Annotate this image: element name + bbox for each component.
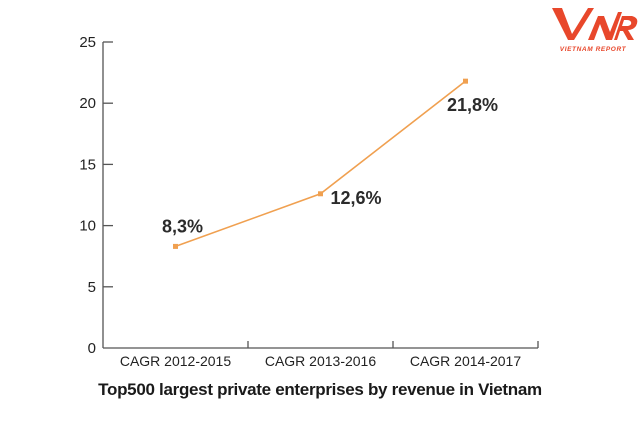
vnr-logo-icon — [552, 8, 638, 40]
data-label: 21,8% — [447, 95, 498, 115]
x-category-label: CAGR 2012-2015 — [120, 353, 232, 369]
data-point-marker — [173, 243, 178, 249]
vietnam-report-logo: VIETNAM REPORT — [548, 2, 638, 58]
y-tick-label: 5 — [88, 279, 96, 296]
chart-title: Top500 largest private enterprises by re… — [98, 380, 542, 399]
x-category-label: CAGR 2013-2016 — [265, 353, 377, 369]
data-label: 12,6% — [331, 188, 382, 208]
x-category-label: CAGR 2014-2017 — [410, 353, 522, 369]
data-point-marker — [318, 191, 323, 197]
y-tick-label: 25 — [79, 34, 96, 51]
y-tick-label: 15 — [79, 156, 96, 173]
y-tick-label: 0 — [88, 340, 96, 357]
y-tick-label: 20 — [79, 95, 96, 112]
series-line — [175, 80, 466, 248]
y-tick-label: 10 — [79, 218, 96, 235]
logo-subtitle: VIETNAM REPORT — [559, 46, 627, 53]
data-label: 8,3% — [162, 216, 203, 236]
data-point-marker — [463, 78, 468, 84]
